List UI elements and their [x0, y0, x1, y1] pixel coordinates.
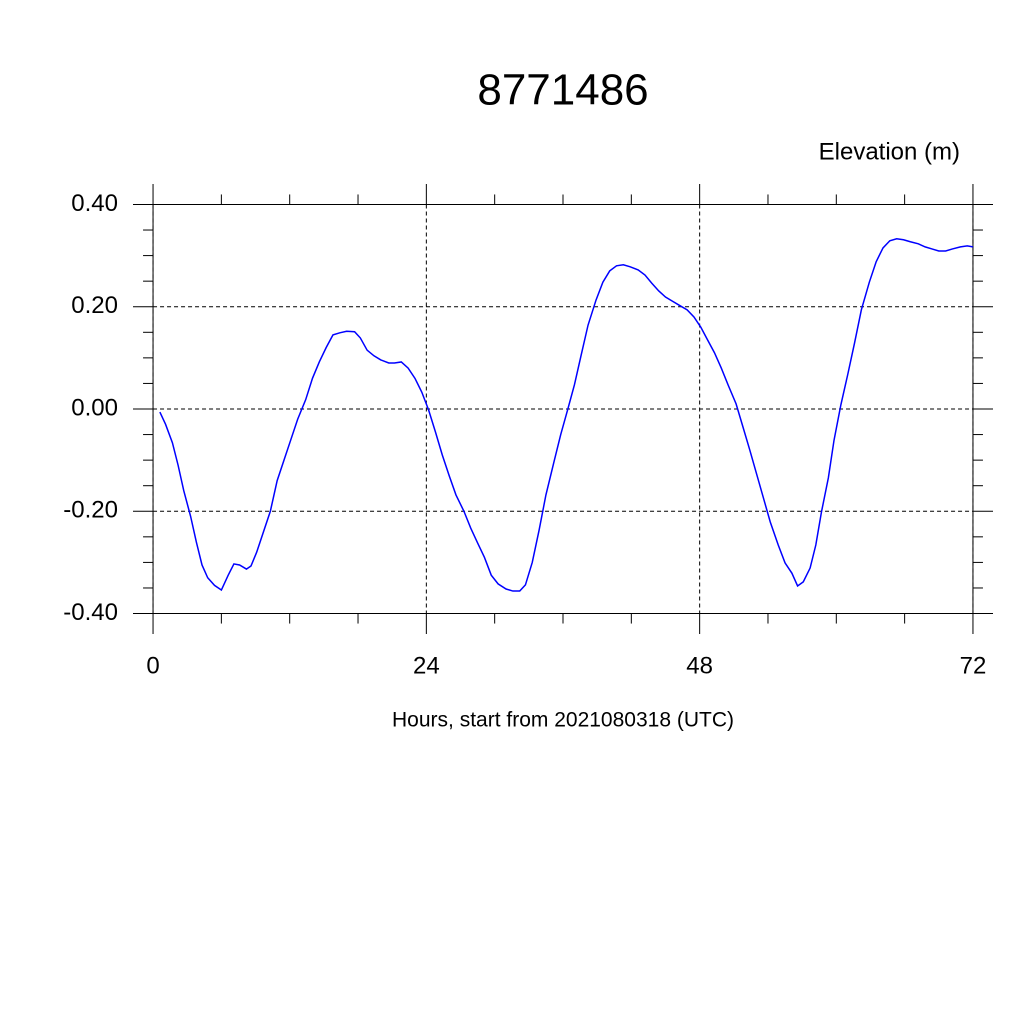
- x-tick-label: 72: [960, 652, 987, 679]
- y-tick-label: 0.40: [71, 190, 118, 217]
- chart-title: 8771486: [477, 66, 648, 115]
- x-tick-label: 48: [686, 652, 713, 679]
- y-tick-label: -0.20: [63, 497, 118, 524]
- y-tick-label: -0.40: [63, 599, 118, 626]
- y-axis-label: Elevation (m): [819, 138, 960, 165]
- x-tick-label: 0: [146, 652, 159, 679]
- data-line: [159, 237, 974, 592]
- x-axis-label: Hours, start from 2021080318 (UTC): [392, 709, 734, 732]
- x-tick-label: 24: [413, 652, 440, 679]
- y-tick-label: 0.20: [71, 292, 118, 319]
- y-tick-label: 0.00: [71, 394, 118, 421]
